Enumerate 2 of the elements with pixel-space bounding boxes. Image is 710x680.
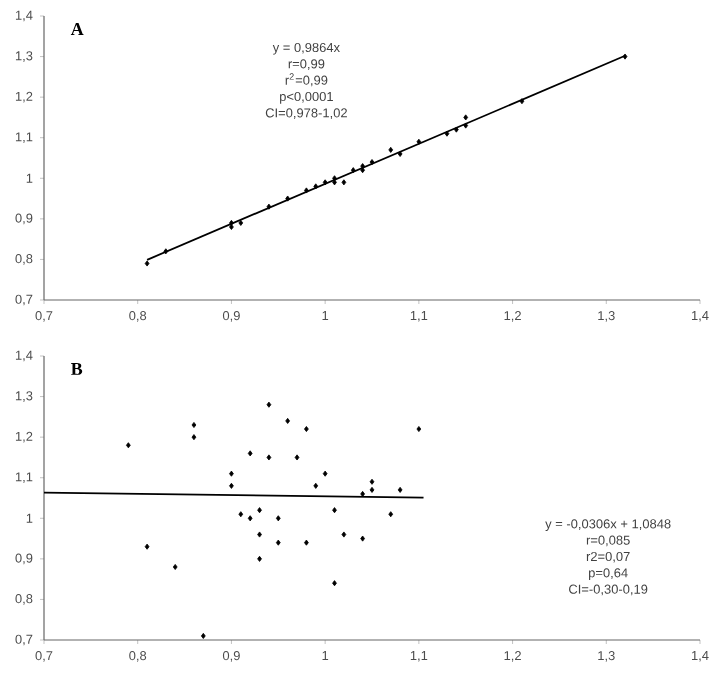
chart-title: B bbox=[71, 363, 83, 375]
chart-title: A bbox=[70, 23, 84, 35]
